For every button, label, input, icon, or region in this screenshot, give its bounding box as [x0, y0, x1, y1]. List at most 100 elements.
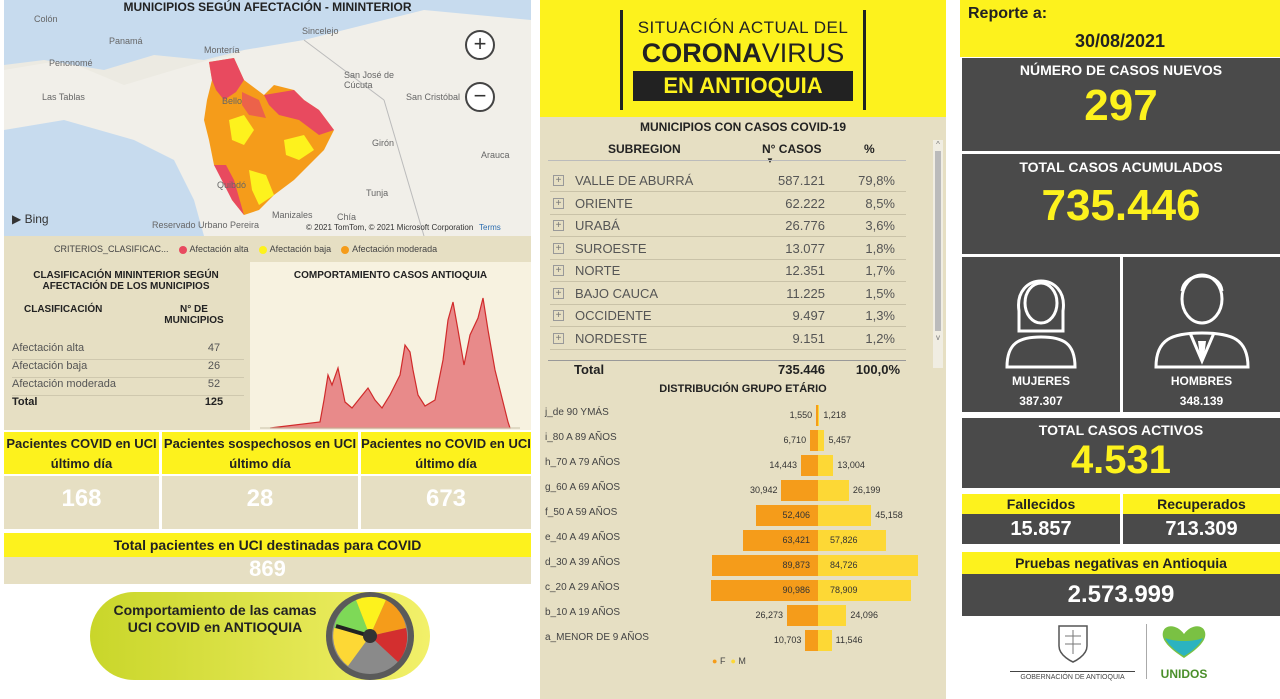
legend-item-baja[interactable]: Afectación baja [258, 244, 331, 254]
bar-female[interactable] [710, 580, 818, 601]
unidos-heart-icon [1162, 626, 1206, 658]
expand-icon[interactable]: + [553, 220, 564, 231]
classification-rows: Afectación alta 47 Afectación baja 26 Afec… [12, 342, 244, 414]
legend-m-label: M [738, 656, 746, 666]
subregion-pct: 3,6% [865, 218, 895, 233]
bar-female[interactable] [781, 480, 818, 501]
map-place-label: Panamá [109, 36, 143, 46]
table-row[interactable]: + VALLE DE ABURRÁ 587.121 79,8% [550, 170, 906, 192]
bing-label: Bing [24, 212, 49, 226]
municipios-total-row: Total 735.446 100,0% [548, 360, 906, 378]
map-place-label: Sincelejo [302, 26, 339, 36]
subregion-pct: 1,2% [865, 330, 895, 346]
age-group-label: h_70 A 79 AÑOS [545, 457, 621, 468]
uci-beds-button-label: Comportamiento de las camas UCI COVID en… [113, 602, 317, 635]
bar-female[interactable] [800, 455, 818, 476]
uci-total-value: 869 [4, 557, 531, 584]
bar-female-value: 63,421 [782, 535, 810, 545]
new-cases-card: NÚMERO DE CASOS NUEVOS 297 [962, 58, 1280, 151]
bing-logo: ▶ Bing [12, 212, 49, 226]
legend-item-moderada[interactable]: Afectación moderada [341, 244, 437, 254]
zoom-out-button[interactable]: − [465, 82, 495, 112]
age-chart-title: DISTRIBUCIÓN GRUPO ETÁRIO [659, 383, 827, 395]
bar-male[interactable] [818, 405, 820, 426]
map-terms-link[interactable]: Terms [479, 223, 501, 232]
map-canvas[interactable] [4, 0, 531, 236]
table-row[interactable]: Afectación baja 26 [12, 360, 244, 378]
uci-nocovid-value: 673 [361, 476, 531, 529]
scroll-thumb[interactable] [935, 151, 941, 331]
logo-divider [1146, 624, 1147, 679]
legend-dot-icon [341, 245, 350, 254]
expand-icon[interactable]: + [553, 175, 564, 186]
bar-female[interactable] [816, 405, 818, 426]
bar-male[interactable] [818, 530, 887, 551]
legend-item-alta[interactable]: Afectación alta [178, 244, 249, 254]
bar-female-value: 30,942 [749, 485, 778, 495]
table-row[interactable]: + OCCIDENTE 9.497 1,3% [550, 305, 906, 327]
expand-icon[interactable]: + [553, 287, 564, 299]
bar-female[interactable] [743, 530, 818, 551]
subregion-name: URABÁ [575, 218, 620, 233]
age-legend: ● F ● M [712, 656, 746, 666]
subregion-casos: 9.151 [792, 330, 825, 346]
table-scrollbar[interactable]: ^ v [933, 140, 943, 368]
map-attribution: © 2021 TomTom, © 2021 Microsoft Corporat… [306, 223, 474, 232]
municipios-title: MUNICIPIOS CON CASOS COVID-19 [639, 120, 847, 134]
map-place-label: Penonomé [49, 58, 93, 68]
gauge-icon [326, 592, 414, 680]
zoom-in-button[interactable]: + [465, 30, 495, 60]
bar-male[interactable] [818, 480, 849, 501]
bar-female[interactable] [805, 630, 818, 651]
table-row[interactable]: + URABÁ 26.776 3,6% [550, 215, 906, 237]
table-row[interactable]: + BAJO CAUCA 11.225 1,5% [550, 283, 906, 305]
age-group-label: g_60 A 69 AÑOS [545, 482, 621, 493]
uci-covid-value: 168 [4, 476, 159, 529]
bar-female[interactable] [711, 555, 818, 576]
legend-dot-icon [178, 245, 187, 254]
bar-male-value: 26,199 [852, 485, 881, 495]
table-row[interactable]: Afectación moderada 52 [12, 378, 244, 396]
subregion-casos: 13.077 [785, 240, 825, 256]
subregion-name: VALLE DE ABURRÁ [575, 173, 694, 188]
classification-title: CLASIFICACIÓN MININTERIOR SEGÚN AFECTACI… [33, 270, 219, 292]
bar-female[interactable] [810, 430, 818, 451]
uci-nocovid-label: Pacientes no COVID en UCI último día [361, 432, 531, 474]
legend-dot-icon [258, 245, 267, 254]
expand-icon[interactable]: + [553, 197, 564, 209]
col-header-casos: N° CASOS [762, 142, 822, 156]
expand-icon[interactable]: + [553, 265, 564, 276]
header-line1: SITUACIÓN ACTUAL DEL [637, 18, 849, 37]
table-row[interactable]: + ORIENTE 62.222 8,5% [550, 193, 906, 215]
expand-icon[interactable]: + [553, 242, 564, 254]
bar-male[interactable] [818, 605, 847, 626]
bar-male-value: 24,096 [850, 610, 878, 620]
bar-male[interactable] [818, 555, 918, 576]
bar-male[interactable] [818, 505, 872, 526]
man-icon [1153, 273, 1250, 369]
table-row[interactable]: Afectación alta 47 [12, 342, 244, 360]
table-row[interactable]: + SUROESTE 13.077 1,8% [550, 238, 906, 260]
expand-icon[interactable]: + [553, 332, 564, 344]
trend-area-chart[interactable] [250, 290, 531, 430]
bar-male[interactable] [818, 430, 825, 451]
header-logo: SITUACIÓN ACTUAL DEL CORONAVIRUS EN ANTI… [620, 10, 866, 110]
bar-female[interactable] [756, 505, 818, 526]
unidos-logo: UNIDOS [1156, 622, 1212, 682]
bar-male[interactable] [818, 455, 834, 476]
table-row[interactable]: + NORDESTE 9.151 1,2% [550, 328, 906, 350]
bar-male[interactable] [818, 630, 832, 651]
uci-beds-button[interactable]: Comportamiento de las camas UCI COVID en… [90, 592, 430, 680]
uci-sospechosos-value: 28 [162, 476, 358, 529]
legend-m-dot-icon: ● [730, 656, 736, 666]
bar-female[interactable] [786, 605, 818, 626]
table-row[interactable]: + NORTE 12.351 1,7% [550, 260, 906, 282]
map-panel[interactable]: Colón Panamá Penonomé Las Tablas Monterí… [4, 0, 531, 236]
table-total-row: Total 125 [12, 396, 224, 408]
expand-icon[interactable]: + [553, 310, 564, 321]
men-value: 348.139 [1179, 394, 1224, 408]
bar-male[interactable] [818, 580, 912, 601]
women-value: 387.307 [1019, 394, 1063, 408]
subregion-name: OCCIDENTE [575, 308, 652, 323]
map-place-label: San Cristóbal [406, 92, 461, 102]
